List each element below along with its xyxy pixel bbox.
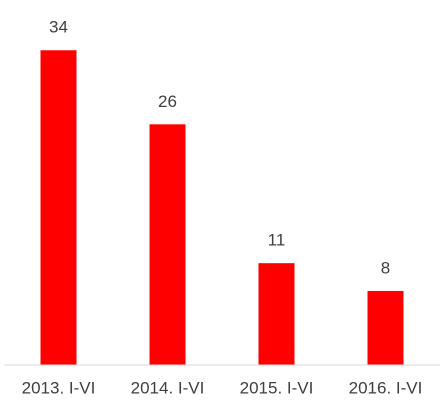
data-label: 26: [158, 92, 177, 111]
bar: [367, 290, 404, 365]
x-tick-label: 2014. I-VI: [131, 378, 205, 397]
x-tick-label: 2016. I-VI: [349, 378, 423, 397]
bar: [258, 263, 295, 365]
x-tick-label: 2015. I-VI: [240, 378, 314, 397]
bar: [40, 50, 77, 365]
bar: [149, 124, 186, 365]
data-label: 11: [268, 231, 286, 250]
data-label: 34: [49, 18, 68, 37]
data-label: 8: [381, 258, 390, 277]
x-tick-label: 2013. I-VI: [22, 378, 96, 397]
